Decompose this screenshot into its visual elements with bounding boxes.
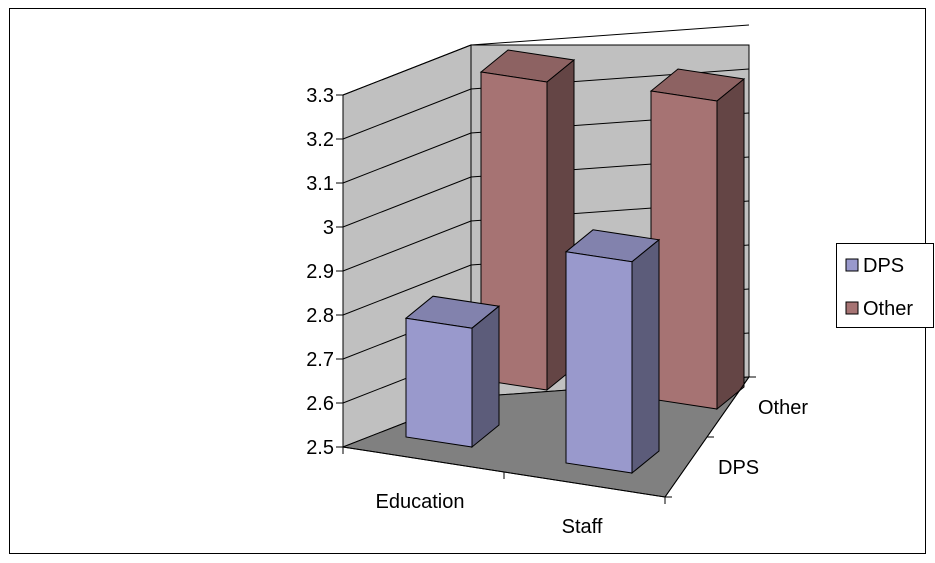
y-tick-label: 3: [323, 217, 334, 239]
y-tick-label: 3.3: [306, 85, 334, 107]
legend-label-other: Other: [863, 298, 913, 320]
grid-line-side: [342, 88, 472, 140]
y-tick-label: 2.7: [306, 349, 334, 371]
bar-side: [471, 305, 500, 449]
bar-front: [565, 251, 633, 474]
bar-dps-staff: [564, 229, 661, 475]
y-tick-label: 2.9: [306, 261, 334, 283]
legend-label-dps: DPS: [863, 255, 904, 277]
depth-tick-label: Other: [758, 397, 808, 419]
depth-tick-label: DPS: [718, 457, 759, 479]
y-axis: 2.5 2.6 2.7 2.8 2.9 3 3.1 3.2 3.3: [306, 85, 344, 459]
x-tick-label: Staff: [562, 516, 603, 538]
bar-side: [716, 77, 745, 411]
grid-line-side: [342, 264, 472, 316]
bar-front: [650, 90, 718, 410]
bar-dps-education: [404, 295, 501, 449]
y-tick-label: 3.1: [306, 173, 334, 195]
grid-line-side: [342, 132, 472, 184]
grid-line-side: [342, 220, 472, 272]
bar-front: [405, 317, 473, 448]
y-tick-label: 2.5: [306, 437, 334, 459]
y-tick-label: 2.6: [306, 393, 334, 415]
x-tick-label: Education: [376, 491, 465, 513]
grid-line-side: [342, 176, 472, 228]
grid-line-back: [470, 24, 750, 46]
bars: [404, 49, 746, 475]
grid-line-side: [342, 44, 472, 96]
legend: DPS Other: [836, 243, 934, 328]
y-tick-label: 2.8: [306, 305, 334, 327]
bar-side: [631, 238, 660, 475]
y-tick-label: 3.2: [306, 129, 334, 151]
legend-swatch-dps: [845, 258, 859, 272]
bar-other-staff: [649, 68, 746, 411]
legend-swatch-other: [845, 301, 859, 315]
